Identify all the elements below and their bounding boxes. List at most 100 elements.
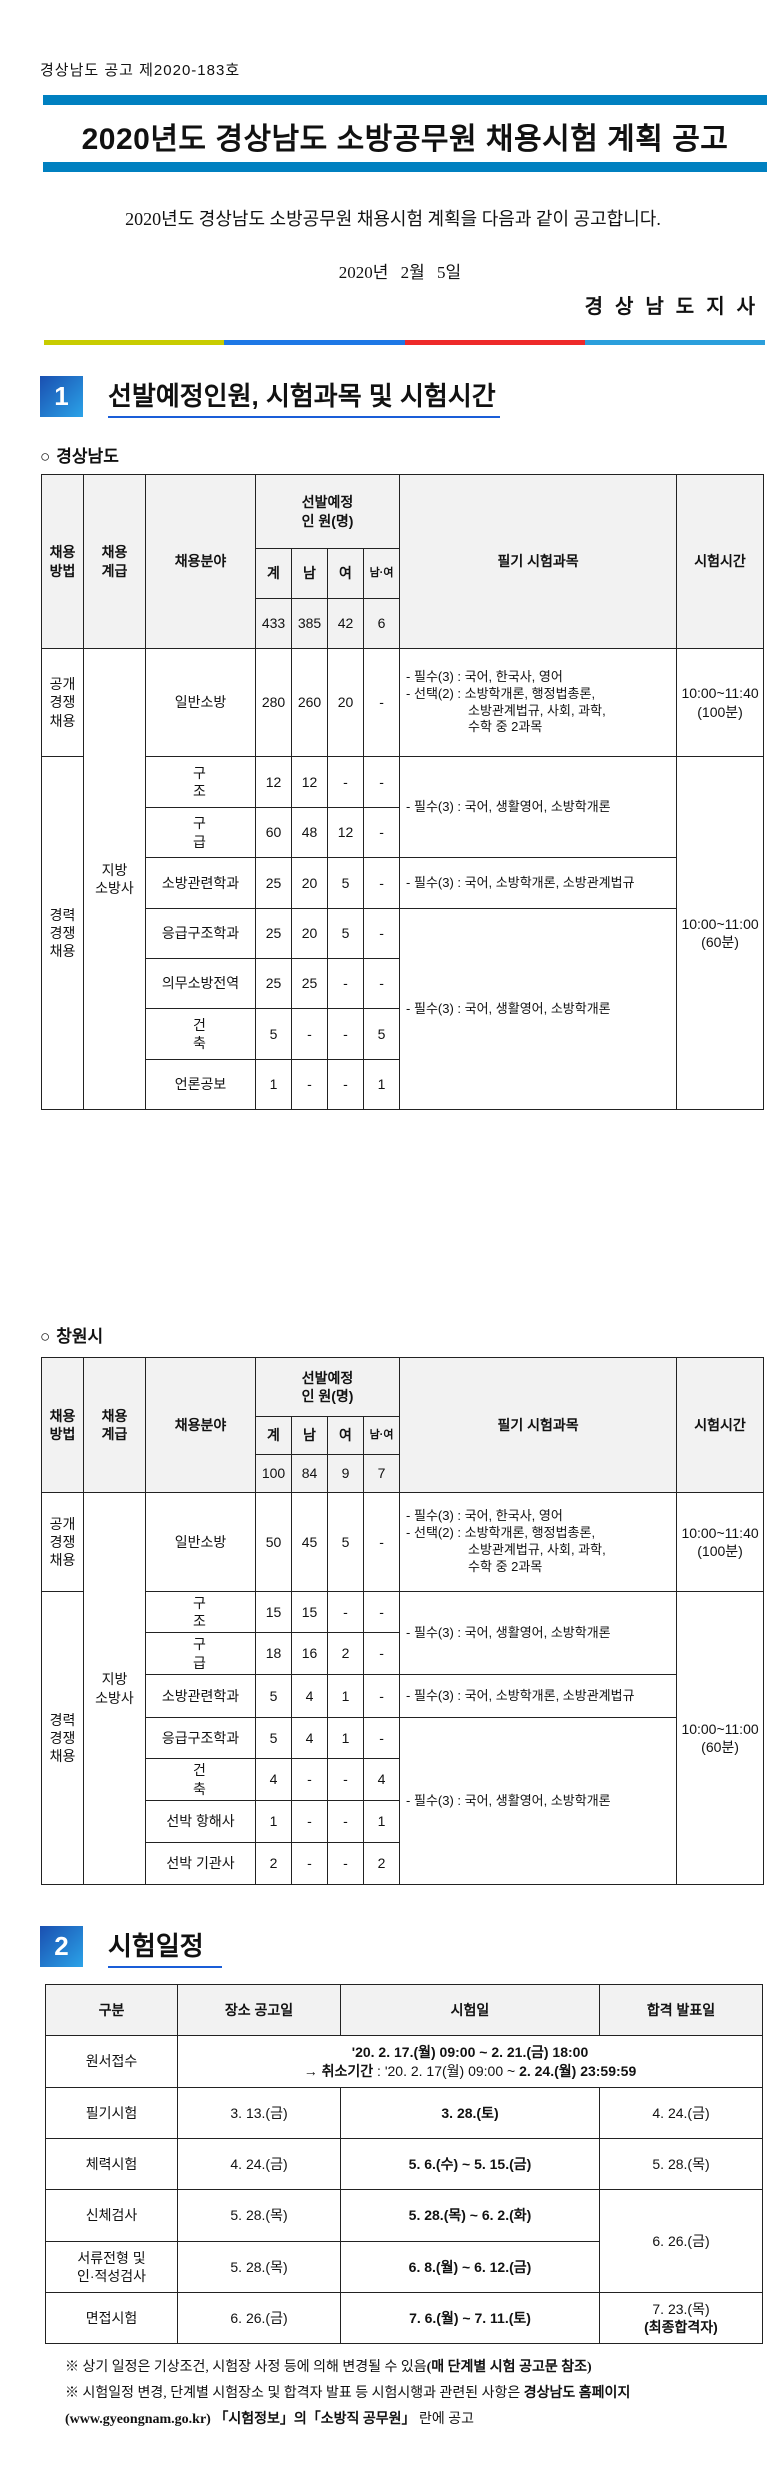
cell: 20 [291, 908, 328, 959]
cancel-label: → 취소기간 [303, 2062, 374, 2079]
result-date-value: 7. 23.(목) [652, 2300, 710, 2317]
cell: 50 [255, 1492, 292, 1592]
cell: - [362, 1492, 401, 1592]
note-text-end: 란에 공고 [415, 2412, 475, 2427]
table-header-row: 계 남 여 남·여 [42, 548, 764, 599]
table-row: 필기시험 3. 13.(금) 3. 28.(토) 4. 24.(금) [45, 2087, 763, 2139]
section-number-badge: 2 [40, 1926, 83, 1967]
cell: - [362, 1591, 401, 1633]
table-row: 선박 기관사 2- -2 [42, 1842, 764, 1885]
table-header-row: 구분 장소 공고일 시험일 합격 발표일 [45, 1984, 763, 2036]
result-date: 5. 28.(목) [599, 2138, 763, 2190]
exam-date: 5. 28.(목) ~ 6. 2.(화) [340, 2189, 600, 2242]
cancel-period-start: : '20. 2. 17(월) 09:00 ~ [373, 2062, 520, 2079]
table-row: 선박 항해사 1- -1 [42, 1800, 764, 1843]
cell: 20 [291, 857, 328, 909]
cell: 일반소방 [145, 648, 256, 757]
cell: - [291, 1008, 328, 1060]
table-row: 의무소방전역 25 25- - [42, 958, 764, 1009]
cell: - 필수(3) : 국어, 생활영어, 소방학개론 [399, 1717, 678, 1885]
cell: 2 [255, 1842, 292, 1885]
intro-text: 2020년도 경상남도 소방공무원 채용시험 계획을 다음과 같이 공고합니다. [125, 209, 661, 229]
application-period: '20. 2. 17.(월) 09:00 ~ 2. 21.(금) 18:00 →… [177, 2035, 763, 2088]
cell: 20 [327, 648, 364, 757]
cell: 42 [327, 598, 364, 649]
cell: 소방관련학과 [145, 857, 256, 909]
cell: - [362, 958, 401, 1009]
cell: 1 [255, 1800, 292, 1843]
subject-line: - 필수(3) : 국어, 한국사, 영어 [406, 1508, 563, 1524]
signer: 경상남도지사 [584, 296, 767, 318]
cell: - [327, 1059, 364, 1110]
column-header: 합격 발표일 [599, 1984, 763, 2036]
cell: 60 [255, 807, 292, 858]
cell: 5 [327, 1492, 364, 1592]
circle-bullet-icon: ○ [40, 447, 51, 466]
table-row: 신체검사 5. 28.(목) 5. 28.(목) ~ 6. 2.(화) 6. 2… [45, 2189, 763, 2293]
cell: 구 급 [145, 807, 256, 858]
cell: 지방 소방사 [83, 648, 146, 1110]
table-header-row: 계 남 여 남·여 [42, 1416, 764, 1455]
cell: 의무소방전역 [145, 958, 256, 1009]
color-segment [224, 340, 405, 345]
cell: 시험시간 [676, 1357, 765, 1493]
cell: 언론공보 [145, 1059, 256, 1110]
cell: 15 [291, 1591, 328, 1633]
table-row: 소방관련학과 5 4 1- - 필수(3) : 국어, 소방학개론, 소방관계법규 [42, 1674, 764, 1718]
cell: - [362, 857, 401, 909]
announcement-date: 2020년 2월 5일 [338, 263, 462, 282]
notice-date: 6. 26.(금) [177, 2292, 341, 2344]
cell: 선발예정 인 원(명) [254, 474, 401, 549]
cell: 12 [291, 756, 328, 808]
note-bold: 경상남도 홈페이지(www.gyeongnam.go.kr) 「시험정보」의「소… [65, 2386, 631, 2427]
result-date: 6. 26.(금) [599, 2189, 763, 2293]
cell: - [291, 1758, 328, 1801]
cell: 5 [362, 1008, 401, 1060]
cell: 남·여 [362, 548, 401, 599]
table-header-row: 채용 방법 채용 계급 채용분야 선발예정 인 원(명) 필기 시험과목 시험시간 [41, 474, 765, 649]
table-row: 면접시험 6. 26.(금) 7. 6.(월) ~ 7. 11.(토) 7. 2… [45, 2292, 763, 2344]
cell: 385 [291, 598, 328, 649]
cell: 남·여 [362, 1416, 401, 1455]
cell: 건 축 [145, 1008, 256, 1060]
cell: 9 [327, 1454, 364, 1493]
region-name: 경상남도 [56, 447, 119, 466]
cell: - [362, 807, 401, 858]
cell: - [362, 756, 401, 808]
cell: - [327, 1842, 364, 1885]
circle-bullet-icon: ○ [40, 1327, 51, 1346]
cell: 260 [291, 648, 328, 757]
color-segment [404, 340, 585, 345]
cell: 1 [327, 1674, 364, 1718]
cell: - 필수(3) : 국어, 생활영어, 소방학개론 [399, 1591, 678, 1675]
row-label: 면접시험 [45, 2292, 178, 2344]
row-label: 필기시험 [45, 2087, 178, 2139]
notice-date: 5. 28.(목) [177, 2189, 341, 2242]
row-label: 원서접수 [45, 2035, 178, 2088]
cell: 채용분야 [145, 474, 256, 649]
cell: 5 [327, 857, 364, 909]
cell: 채용분야 [145, 1357, 256, 1493]
cell: 1 [255, 1059, 292, 1110]
cell: - [327, 1758, 364, 1801]
cell: 계 [255, 1416, 292, 1455]
row-label: 신체검사 [45, 2189, 178, 2242]
application-period-main: '20. 2. 17.(월) 09:00 ~ 2. 21.(금) 18:00 [351, 2044, 589, 2061]
recruitment-table: 채용 방법 채용 계급 채용분야 선발예정 인 원(명) 필기 시험과목 시험시간 계 남 여 남… [41, 1357, 765, 1885]
cell: 2 [327, 1632, 364, 1675]
cell: - [291, 1800, 328, 1843]
column-header: 구분 [45, 1984, 178, 2036]
cell: 4 [362, 1758, 401, 1801]
cell: 소방관련학과 [145, 1674, 256, 1718]
cell: 선발예정 인 원(명) [254, 1357, 401, 1417]
cell: 구 조 [145, 1591, 256, 1633]
cell: 시험시간 [676, 474, 765, 649]
cell: - [327, 1800, 364, 1843]
cell: - [362, 1632, 401, 1675]
cell: 여 [327, 548, 364, 599]
cell: 5 [255, 1674, 292, 1718]
page-title: 2020년도 경상남도 소방공무원 채용시험 계획 공고 [81, 123, 729, 156]
table-row: 응급구조학과 5 4 1- - 필수(3) : 국어, 생활영어, 소방학개론 [42, 1717, 764, 1885]
cell: 공개 경쟁 채용 [41, 648, 84, 757]
